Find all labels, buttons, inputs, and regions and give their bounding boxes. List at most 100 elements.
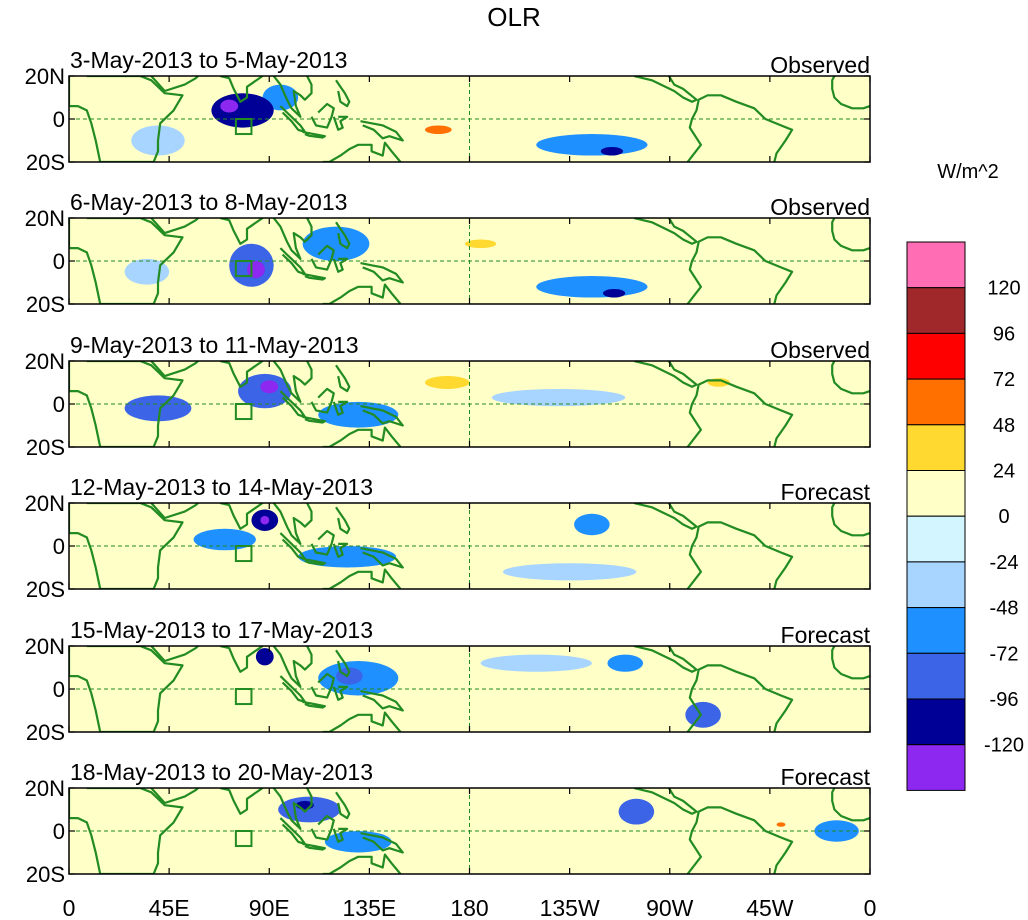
olr-anomaly-blob: [536, 134, 648, 156]
x-tick-label: 135W: [540, 895, 600, 920]
panel-period-label: 18-May-2013 to 20-May-2013: [70, 759, 373, 785]
africa-coastline: [69, 788, 184, 874]
new-guinea-coastline: [360, 262, 404, 284]
india-coastline: [220, 361, 264, 388]
south-america-coastline: [686, 236, 794, 304]
colorbar-swatch: [906, 744, 966, 791]
java-coastline: [302, 700, 326, 709]
java-coastline: [302, 415, 326, 424]
y-tick-label: 20N: [25, 64, 65, 89]
java-coastline: [302, 272, 326, 281]
panel-status-label: Observed: [770, 194, 870, 220]
indochina-coastline: [272, 76, 313, 118]
panel-period-label: 9-May-2013 to 11-May-2013: [70, 332, 359, 358]
y-tick-label: 20S: [26, 862, 65, 887]
panel-status-label: Forecast: [781, 479, 871, 505]
australia-coastline: [322, 141, 402, 162]
x-tick-label: 180: [450, 895, 488, 920]
x-tick-label: 45W: [746, 895, 794, 920]
australia-coastline: [322, 568, 402, 589]
panel-status-label: Forecast: [781, 622, 871, 648]
olr-anomaly-blob: [193, 528, 256, 551]
panel-status-label: Observed: [770, 52, 870, 78]
y-tick-label: 0: [53, 392, 65, 417]
index-box: [234, 118, 253, 136]
olr-anomaly-blob: [162, 682, 243, 705]
sulawesi-coastline: [332, 115, 349, 131]
x-tick-label: 0: [63, 895, 76, 920]
borneo-coastline: [310, 102, 335, 129]
olr-anomaly-blob: [255, 648, 274, 666]
colorbar-swatch: [906, 515, 966, 563]
index-box: [234, 403, 253, 421]
panel-period-label: 6-May-2013 to 8-May-2013: [70, 189, 347, 215]
central-america-coastline: [633, 503, 698, 530]
colorbar-tick-label: 96: [993, 323, 1015, 345]
index-box: [234, 545, 253, 563]
central-america-coastline: [633, 218, 698, 245]
panel-period-label: 15-May-2013 to 17-May-2013: [70, 617, 373, 643]
philippines-coastline: [335, 649, 351, 678]
colorbar-unit-label: W/m^2: [937, 161, 999, 183]
olr-anomaly-blob: [447, 513, 581, 527]
australia-coastline: [322, 426, 402, 447]
olr-anomaly-blob: [814, 820, 859, 842]
olr-anomaly-blob: [603, 533, 648, 546]
new-guinea-coastline: [360, 120, 404, 142]
philippines-coastline: [335, 79, 351, 108]
y-tick-label: 20N: [25, 349, 65, 374]
y-tick-label: 0: [53, 819, 65, 844]
olr-anomaly-blob: [169, 824, 236, 847]
south-america-coastline: [686, 379, 794, 447]
index-box: [234, 260, 253, 278]
borneo-coastline: [310, 529, 335, 556]
olr-anomaly-blob: [703, 84, 770, 102]
new-guinea-coastline: [360, 405, 404, 427]
java-coastline: [302, 557, 326, 566]
y-tick-label: 20S: [26, 720, 65, 745]
chart-title: OLR: [487, 2, 541, 32]
colorbar-swatch: [906, 378, 966, 426]
india-coastline: [220, 218, 264, 245]
indochina-coastline: [272, 788, 313, 830]
south-america-coastline: [686, 806, 794, 874]
olr-anomaly-blob: [776, 822, 786, 827]
west-africa-coastline: [831, 788, 870, 822]
colorbar-swatch: [906, 332, 966, 380]
olr-anomaly-blob: [425, 125, 452, 135]
africa-coastline: [69, 76, 184, 162]
west-africa-coastline: [831, 76, 870, 110]
panel-6: [69, 788, 870, 874]
java-coastline: [302, 130, 326, 139]
colorbar-tick-label: 24: [993, 461, 1015, 483]
y-tick-label: 0: [53, 249, 65, 274]
olr-anomaly-blob: [574, 513, 610, 536]
arabia-coastline: [150, 503, 199, 520]
sulawesi-coastline: [332, 257, 349, 273]
africa-coastline: [69, 646, 184, 732]
olr-anomaly-blob: [502, 563, 637, 581]
olr-anomaly-blob: [124, 395, 192, 422]
arabia-coastline: [150, 361, 199, 378]
australia-coastline: [322, 711, 402, 732]
olr-anomaly-blob: [211, 93, 274, 128]
sulawesi-coastline: [332, 400, 349, 416]
colorbar-tick-label: -120: [984, 735, 1024, 757]
india-coastline: [220, 788, 264, 815]
y-tick-label: 20S: [26, 150, 65, 175]
x-tick-label: 45E: [149, 895, 190, 920]
arabia-coastline: [150, 646, 199, 663]
colorbar-tick-label: 120: [987, 278, 1020, 300]
olr-anomaly-blob: [380, 854, 559, 872]
arabia-coastline: [150, 218, 199, 235]
olr-anomaly-blob: [469, 88, 559, 107]
colorbar-swatch: [906, 424, 966, 471]
south-america-coastline: [686, 664, 794, 732]
borneo-coastline: [310, 814, 335, 841]
sulawesi-coastline: [332, 827, 349, 843]
colorbar-tick-label: -48: [990, 598, 1019, 620]
olr-anomaly-blob: [425, 376, 470, 389]
y-tick-label: 20S: [26, 435, 65, 460]
y-tick-label: 20S: [26, 292, 65, 317]
